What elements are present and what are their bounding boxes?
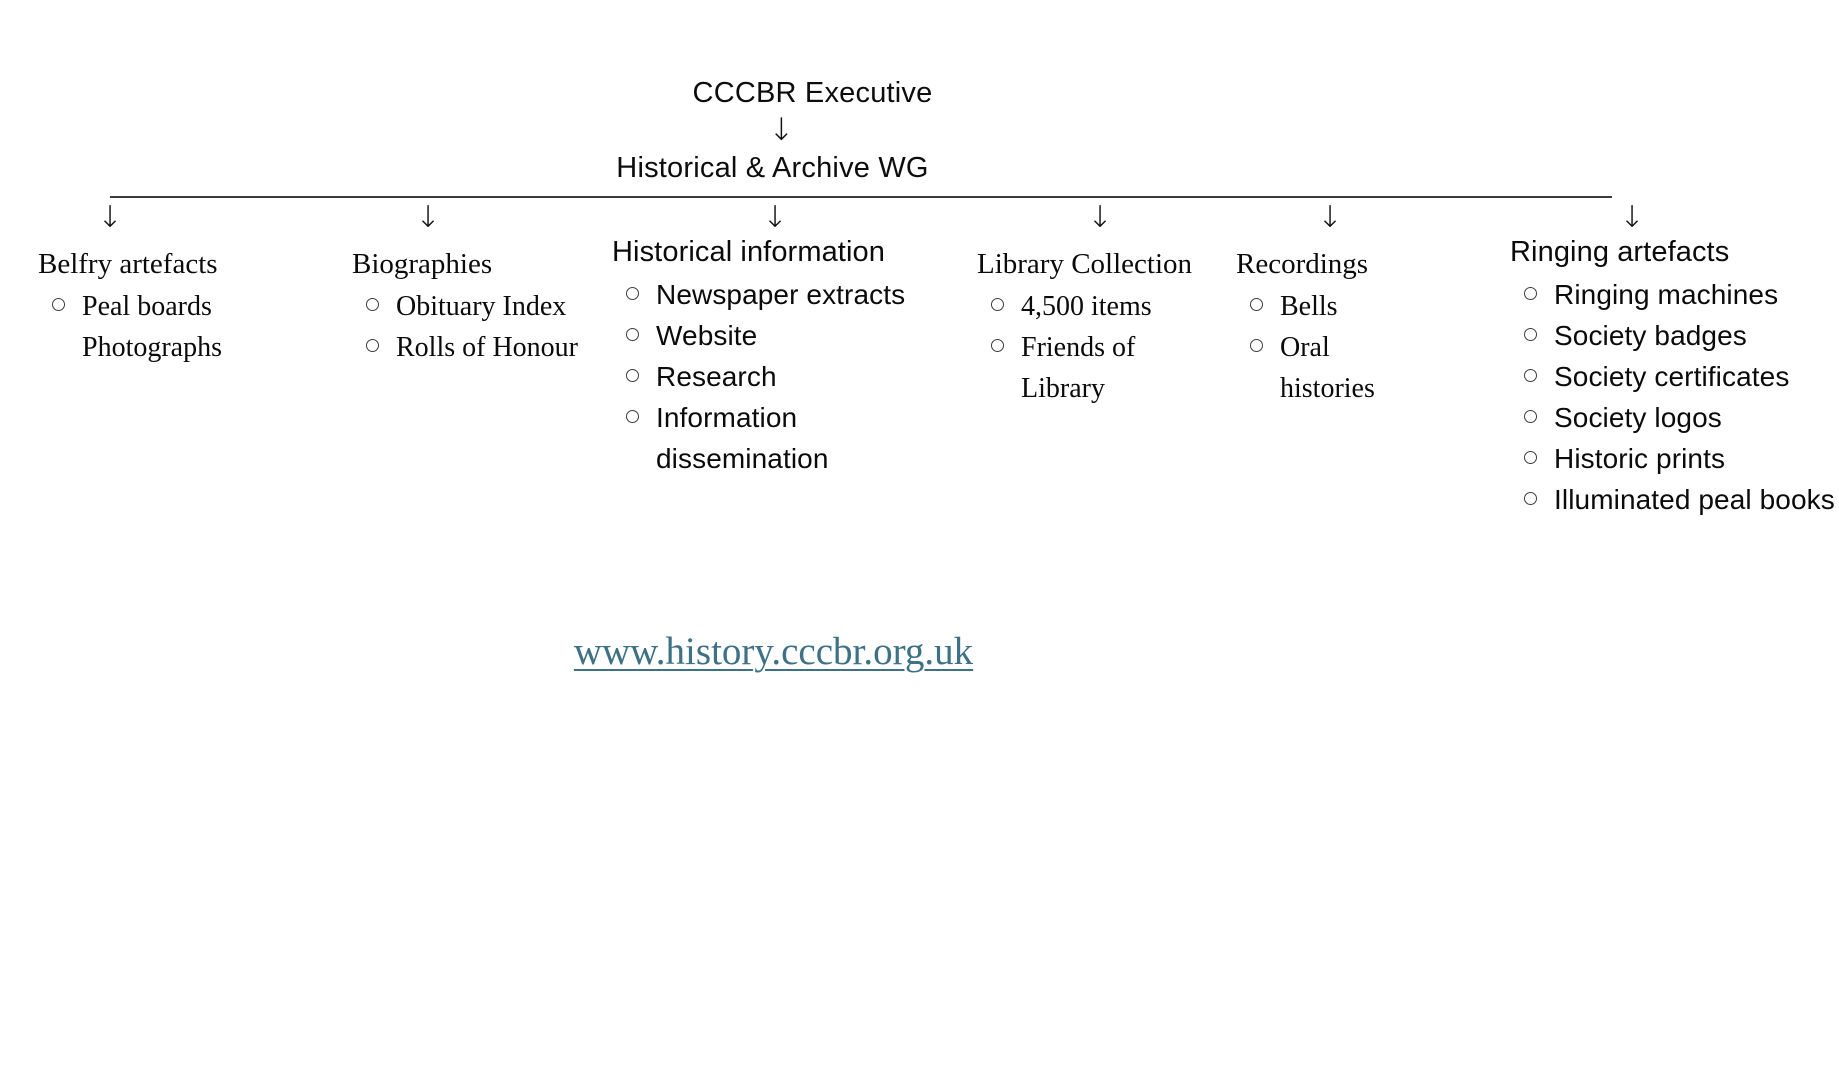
list-item: Society badges bbox=[1510, 315, 1835, 356]
website-link[interactable]: www.history.cccbr.org.uk bbox=[573, 630, 974, 673]
list-item-label: Obituary Index bbox=[396, 291, 567, 322]
list-item: Peal boards bbox=[38, 286, 222, 327]
circle-bullet-icon bbox=[352, 327, 396, 368]
branch-arrow-down-icon-5: ↓ bbox=[1317, 200, 1343, 235]
list-item-label: dissemination bbox=[656, 443, 829, 474]
branch-arrow-down-icon-4: ↓ bbox=[1087, 200, 1113, 235]
list-item: Website bbox=[612, 315, 905, 356]
branch-column-3: Historical information Newspaper extracts… bbox=[612, 233, 905, 479]
circle-bullet-icon bbox=[1510, 397, 1554, 438]
list-item-label: histories bbox=[1280, 373, 1375, 404]
branch-item-list: Newspaper extracts Website Research Informa… bbox=[612, 274, 905, 479]
footer: www.history.cccbr.org.uk bbox=[0, 628, 1839, 676]
circle-bullet-icon bbox=[612, 356, 656, 397]
list-item: Friends of bbox=[977, 327, 1192, 368]
list-item-label: Ringing machines bbox=[1554, 279, 1779, 310]
circle-bullet-icon bbox=[1236, 286, 1280, 327]
executive-title: CCCBR Executive bbox=[692, 77, 933, 109]
branch-arrow-down-icon-6: ↓ bbox=[1619, 200, 1645, 235]
list-item-label: Society logos bbox=[1554, 402, 1722, 433]
list-item-label: Information bbox=[656, 402, 798, 433]
list-item: Research bbox=[612, 356, 905, 397]
branch-arrow-down-icon-3: ↓ bbox=[762, 200, 788, 235]
list-item: Information bbox=[612, 397, 905, 438]
list-item: Oral bbox=[1236, 327, 1375, 368]
branch-arrow-down-icon-2: ↓ bbox=[415, 200, 441, 235]
branch-column-5: Recordings Bells Oral histories bbox=[1236, 245, 1375, 409]
list-item-label: Rolls of Honour bbox=[396, 332, 578, 363]
circle-bullet-icon bbox=[1510, 315, 1554, 356]
list-item: Rolls of Honour bbox=[352, 327, 578, 368]
list-item-label: Research bbox=[656, 361, 777, 392]
list-item-label: 4,500 items bbox=[1021, 291, 1152, 322]
branch-column-2: Biographies Obituary Index Rolls of Honour bbox=[352, 245, 578, 368]
circle-bullet-icon bbox=[1510, 274, 1554, 315]
circle-bullet-icon bbox=[1236, 327, 1280, 368]
list-item: Society certificates bbox=[1510, 356, 1835, 397]
branch-item-list: Bells Oral histories bbox=[1236, 286, 1375, 409]
branch-heading: Belfry artefacts bbox=[38, 248, 218, 280]
circle-bullet-icon bbox=[612, 315, 656, 356]
circle-bullet-icon bbox=[977, 286, 1021, 327]
branch-heading: Recordings bbox=[1236, 248, 1369, 280]
list-item: Photographs bbox=[38, 327, 222, 368]
list-item-label: Illuminated peal books bbox=[1554, 484, 1835, 515]
working-group-title: Historical & Archive WG bbox=[616, 152, 929, 184]
list-item: Ringing machines bbox=[1510, 274, 1835, 315]
list-item: Society logos bbox=[1510, 397, 1835, 438]
branch-column-1: Belfry artefacts Peal boards Photographs bbox=[38, 245, 222, 368]
list-item: Bells bbox=[1236, 286, 1375, 327]
list-item: Library bbox=[977, 368, 1192, 409]
list-item-label: Friends of bbox=[1021, 332, 1136, 363]
circle-bullet-icon bbox=[612, 274, 656, 315]
branch-item-list: Ringing machines Society badges Society ce… bbox=[1510, 274, 1835, 520]
list-item-label: Bells bbox=[1280, 291, 1338, 322]
list-item-label: Newspaper extracts bbox=[656, 279, 906, 310]
branch-arrow-down-icon-1: ↓ bbox=[97, 200, 123, 235]
branch-item-list: Peal boards Photographs bbox=[38, 286, 222, 368]
circle-bullet-icon bbox=[1510, 438, 1554, 479]
list-item-label: Historic prints bbox=[1554, 443, 1726, 474]
list-item-label: Society badges bbox=[1554, 320, 1747, 351]
circle-bullet-icon bbox=[977, 327, 1021, 368]
list-item: dissemination bbox=[612, 438, 905, 479]
connector-line bbox=[110, 196, 1612, 198]
list-item: 4,500 items bbox=[977, 286, 1192, 327]
list-item-label: Photographs bbox=[82, 332, 222, 363]
list-item: histories bbox=[1236, 368, 1375, 409]
hierarchy-top: CCCBR Executive ↓ Historical & Archive W… bbox=[0, 76, 1839, 186]
circle-bullet-icon bbox=[1510, 356, 1554, 397]
circle-bullet-icon bbox=[38, 286, 82, 327]
branch-columns: Belfry artefacts Peal boards Photographs Bi… bbox=[0, 0, 1839, 515]
list-item-label: Peal boards bbox=[82, 291, 212, 322]
branch-arrow-row: ↓ ↓ ↓ ↓ ↓ ↓ bbox=[0, 200, 1839, 240]
circle-bullet-icon bbox=[1510, 479, 1554, 520]
list-item: Obituary Index bbox=[352, 286, 578, 327]
list-item-label: Library bbox=[1021, 373, 1105, 404]
branch-item-list: Obituary Index Rolls of Honour bbox=[352, 286, 578, 368]
branch-column-6: Ringing artefacts Ringing machines Society… bbox=[1510, 233, 1835, 520]
list-item: Historic prints bbox=[1510, 438, 1835, 479]
branch-heading: Biographies bbox=[352, 248, 493, 280]
arrow-down-icon: ↓ bbox=[768, 112, 795, 148]
branch-item-list: 4,500 items Friends of Library bbox=[977, 286, 1192, 409]
list-item: Illuminated peal books bbox=[1510, 479, 1835, 520]
list-item-label: Society certificates bbox=[1554, 361, 1790, 392]
branch-heading: Library Collection bbox=[977, 248, 1193, 280]
list-item: Newspaper extracts bbox=[612, 274, 905, 315]
list-item-label: Oral bbox=[1280, 332, 1330, 363]
list-item-label: Website bbox=[656, 320, 758, 351]
circle-bullet-icon bbox=[352, 286, 396, 327]
branch-column-4: Library Collection 4,500 items Friends of L… bbox=[977, 245, 1192, 409]
branch-heading: Historical information bbox=[612, 236, 885, 268]
branch-heading: Ringing artefacts bbox=[1510, 236, 1730, 268]
circle-bullet-icon bbox=[612, 397, 656, 438]
